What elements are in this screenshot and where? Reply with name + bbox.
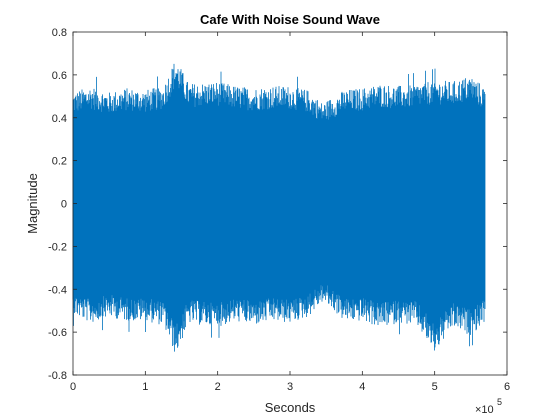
y-tick-label: 0.4 [52,113,67,125]
chart-title: Cafe With Noise Sound Wave [200,12,380,27]
y-tick-label: -0.6 [48,327,67,339]
y-tick-label: -0.4 [48,284,67,296]
y-tick-label: -0.2 [48,241,67,253]
y-tick-label: 0.2 [52,156,67,168]
x-tick-label: 4 [359,381,365,393]
x-tick-label: 1 [142,381,148,393]
y-axis-label: Magnitude [25,173,40,234]
x-tick-label: 5 [432,381,438,393]
x-axis-label: Seconds [265,400,316,415]
x-exponent-base: ×10 [475,404,494,416]
y-tick-label: 0.6 [52,70,67,82]
y-tick-label: 0 [61,199,67,211]
y-tick-label: -0.8 [48,370,67,382]
y-tick-label: 0.8 [52,27,67,39]
x-tick-label: 0 [70,381,76,393]
x-tick-label: 2 [215,381,221,393]
x-exponent-power: 5 [497,397,502,407]
x-tick-label: 6 [504,381,510,393]
x-tick-label: 3 [287,381,293,393]
axes-box [72,31,508,376]
